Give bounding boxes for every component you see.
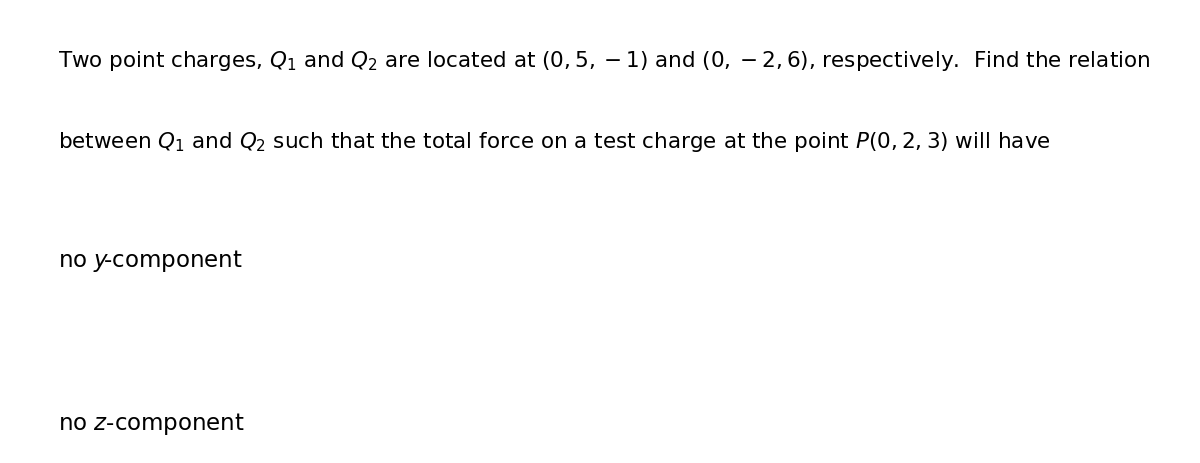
Text: no $y\!$-component: no $y\!$-component [58, 248, 242, 274]
Text: Two point charges, $Q_1$ and $Q_2$ are located at $(0, 5, -1)$ and $(0, -2, 6)$,: Two point charges, $Q_1$ and $Q_2$ are l… [58, 49, 1150, 73]
Text: no $z$-component: no $z$-component [58, 410, 245, 436]
Text: between $Q_1$ and $Q_2$ such that the total force on a test charge at the point : between $Q_1$ and $Q_2$ such that the to… [58, 130, 1050, 154]
